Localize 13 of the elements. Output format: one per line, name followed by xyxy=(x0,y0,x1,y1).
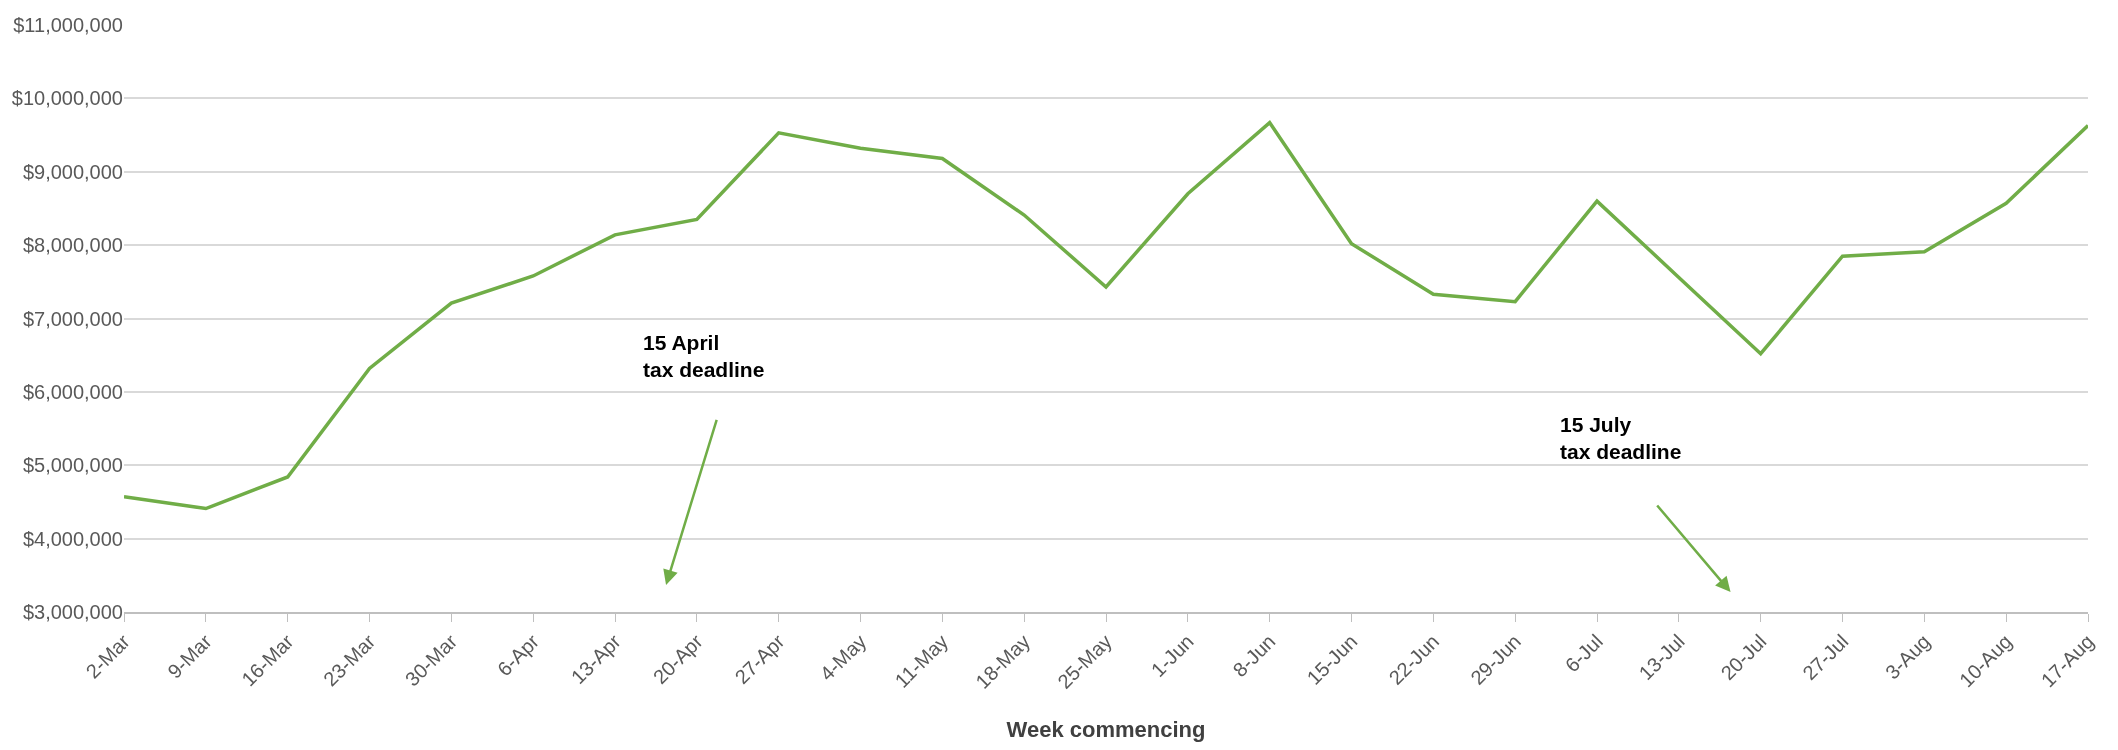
annotation: 15 April tax deadline xyxy=(643,331,765,382)
y-tick-label: $9,000,000 xyxy=(22,160,123,183)
y-tick-label: $5,000,000 xyxy=(22,454,123,477)
annotation: 15 July tax deadline xyxy=(1560,413,1682,464)
line-series xyxy=(124,120,2088,511)
y-tick-label: $4,000,000 xyxy=(22,527,123,550)
x-axis-title: Week commencing xyxy=(1006,717,1206,743)
y-tick-label: $6,000,000 xyxy=(22,380,123,403)
y-tick-label: $10,000,000 xyxy=(11,87,123,110)
y-tick-label: $11,000,000 xyxy=(13,14,123,36)
y-tick-label: $3,000,000 xyxy=(22,601,123,623)
y-tick-label: $8,000,000 xyxy=(22,234,123,257)
y-tick-label: $7,000,000 xyxy=(22,307,123,330)
